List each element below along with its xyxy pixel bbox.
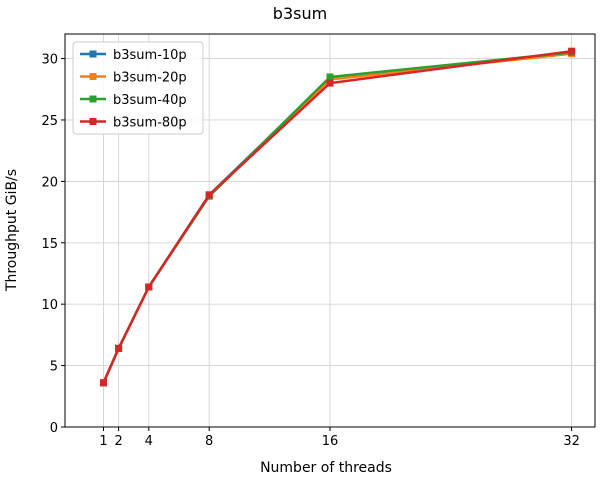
data-point [100,379,108,387]
x-tick-label: 1 [99,434,107,449]
y-tick-label: 25 [41,114,58,129]
legend-label: b3sum-10p [113,48,187,63]
legend-label: b3sum-20p [113,71,187,86]
legend-marker [89,118,97,125]
y-axis-label: Throughput GiB/s [4,169,20,292]
x-axis-ticks: 1 2 4 8 16 32 [99,427,580,449]
legend: b3sum-10p b3sum-20p b3sum-40p b3sum-80p [72,41,204,135]
y-tick-label: 20 [41,175,58,190]
legend-marker [89,50,97,58]
legend-item: b3sum-20p [80,71,187,86]
legend-item: b3sum-40p [80,93,187,108]
x-tick-label: 16 [322,434,339,449]
x-tick-label: 8 [205,434,213,449]
legend-item: b3sum-10p [80,48,187,63]
x-tick-label: 4 [145,434,153,449]
y-tick-label: 30 [41,53,58,68]
y-tick-label: 0 [50,421,58,436]
legend-label: b3sum-40p [113,93,187,108]
x-tick-label: 2 [114,434,122,449]
chart-title: b3sum [273,4,327,23]
series-line [102,49,572,384]
y-tick-label: 10 [41,298,58,313]
y-tick-label: 5 [50,360,58,375]
legend-box [72,41,204,135]
x-axis-label: Number of threads [260,460,392,476]
legend-marker [89,73,97,80]
legend-marker [89,95,97,103]
data-point [568,47,576,55]
x-tick-label: 32 [563,434,580,449]
series-b3sum-80p [100,47,576,387]
data-point [205,191,213,199]
data-point [145,283,153,291]
legend-item: b3sum-80p [80,116,187,131]
data-point [326,73,334,81]
legend-label: b3sum-80p [113,116,187,131]
data-point [326,79,334,87]
series-layer [100,47,576,387]
y-tick-label: 15 [41,237,58,252]
data-point [115,344,123,352]
y-axis-ticks: 0 5 10 15 20 25 30 [41,53,65,436]
